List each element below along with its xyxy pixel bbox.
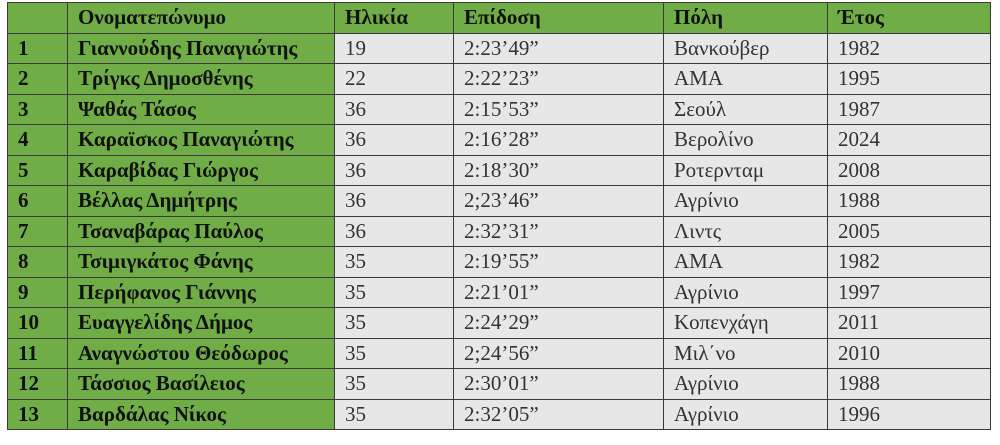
cell-city: Μιλ΄νο (663, 337, 828, 369)
column-header-rank (7, 2, 68, 34)
cell-age: 35 (334, 307, 454, 339)
table-row: 7 Τσαναβάρας Παύλος 36 2:32’31” Λιντς 2005 (7, 215, 991, 247)
cell-year: 1988 (827, 185, 991, 217)
cell-rank: 8 (7, 246, 68, 278)
cell-rank: 1 (7, 32, 68, 64)
cell-time: 2:32’31” (453, 215, 664, 247)
cell-year: 1987 (827, 93, 991, 125)
cell-city: Αγρίνιο (663, 398, 828, 430)
cell-rank: 12 (7, 368, 68, 400)
cell-name: Τσιμιγκάτος Φάνης (67, 246, 335, 278)
cell-year: 1982 (827, 246, 991, 278)
cell-time: 2:15’53” (453, 93, 664, 125)
cell-name: Βέλλας Δημήτρης (67, 185, 335, 217)
table-row: 2 Τρίγκς Δημοσθένης 22 2:22’23” ΑΜΑ 1995 (7, 63, 991, 95)
cell-name: Τσαναβάρας Παύλος (67, 215, 335, 247)
cell-rank: 9 (7, 276, 68, 308)
cell-city: Βανκούβερ (663, 32, 828, 64)
cell-age: 36 (334, 185, 454, 217)
cell-rank: 6 (7, 185, 68, 217)
table-row: 1 Γιαννούδης Παναγιώτης 19 2:23’49” Βανκούβε… (7, 32, 991, 64)
cell-age: 35 (334, 276, 454, 308)
cell-name: Τάσσιος Βασίλειος (67, 368, 335, 400)
cell-name: Γιαννούδης Παναγιώτης (67, 32, 335, 64)
cell-name: Βαρδάλας Νίκος (67, 398, 335, 430)
cell-time: 2;24’56” (453, 337, 664, 369)
cell-time: 2:16’28” (453, 124, 664, 156)
cell-age: 22 (334, 63, 454, 95)
table-row: 13 Βαρδάλας Νίκος 35 2:32’05” Αγρίνιο 1996 (7, 398, 991, 430)
table-row: 8 Τσιμιγκάτος Φάνης 35 2:19’55” ΑΜΑ 1982 (7, 246, 991, 278)
cell-time: 2:30’01” (453, 368, 664, 400)
cell-rank: 4 (7, 124, 68, 156)
cell-name: Καραβίδας Γιώργος (67, 154, 335, 186)
cell-rank: 11 (7, 337, 68, 369)
table-row: 12 Τάσσιος Βασίλειος 35 2:30’01” Αγρίνιο 1988 (7, 368, 991, 400)
cell-time: 2:19’55” (453, 246, 664, 278)
cell-age: 36 (334, 154, 454, 186)
cell-age: 19 (334, 32, 454, 64)
cell-name: Αναγνώστου Θεόδωρος (67, 337, 335, 369)
cell-time: 2:18’30” (453, 154, 664, 186)
cell-city: Λιντς (663, 215, 828, 247)
cell-city: Σεούλ (663, 93, 828, 125)
cell-year: 2011 (827, 307, 991, 339)
cell-city: Κοπενχάγη (663, 307, 828, 339)
cell-city: ΑΜΑ (663, 246, 828, 278)
header-row: Ονοματεπώνυμο Ηλικία Επίδοση Πόλη Έτος (7, 2, 991, 34)
table-row: 5 Καραβίδας Γιώργος 36 2:18’30” Ροτερνταμ 200… (7, 154, 991, 186)
cell-time: 2:21’01” (453, 276, 664, 308)
cell-name: Περήφανος Γιάννης (67, 276, 335, 308)
cell-time: 2;23’46” (453, 185, 664, 217)
cell-year: 2008 (827, 154, 991, 186)
cell-city: Αγρίνιο (663, 185, 828, 217)
cell-name: Ευαγγελίδης Δήμος (67, 307, 335, 339)
results-table: Ονοματεπώνυμο Ηλικία Επίδοση Πόλη Έτος 1 Γιαν… (7, 2, 991, 430)
cell-age: 35 (334, 337, 454, 369)
cell-rank: 7 (7, 215, 68, 247)
cell-rank: 5 (7, 154, 68, 186)
cell-year: 2024 (827, 124, 991, 156)
cell-rank: 13 (7, 398, 68, 430)
cell-year: 1995 (827, 63, 991, 95)
column-header-city: Πόλη (663, 2, 828, 34)
table-row: 9 Περήφανος Γιάννης 35 2:21’01” Αγρίνιο 1997 (7, 276, 991, 308)
cell-age: 36 (334, 215, 454, 247)
cell-name: Ψαθάς Τάσος (67, 93, 335, 125)
cell-rank: 10 (7, 307, 68, 339)
table-row: 6 Βέλλας Δημήτρης 36 2;23’46” Αγρίνιο 1988 (7, 185, 991, 217)
column-header-age: Ηλικία (334, 2, 454, 34)
cell-year: 1988 (827, 368, 991, 400)
cell-city: Αγρίνιο (663, 276, 828, 308)
cell-time: 2:24’29” (453, 307, 664, 339)
cell-name: Καραϊσκος Παναγιώτης (67, 124, 335, 156)
cell-city: Αγρίνιο (663, 368, 828, 400)
cell-name: Τρίγκς Δημοσθένης (67, 63, 335, 95)
cell-rank: 3 (7, 93, 68, 125)
cell-age: 36 (334, 124, 454, 156)
cell-city: ΑΜΑ (663, 63, 828, 95)
table-row: 3 Ψαθάς Τάσος 36 2:15’53” Σεούλ 1987 (7, 93, 991, 125)
table-row: 4 Καραϊσκος Παναγιώτης 36 2:16’28” Βερολίνο 2… (7, 124, 991, 156)
cell-age: 36 (334, 93, 454, 125)
cell-year: 2010 (827, 337, 991, 369)
cell-age: 35 (334, 398, 454, 430)
cell-year: 1997 (827, 276, 991, 308)
column-header-name: Ονοματεπώνυμο (67, 2, 335, 34)
cell-city: Ροτερνταμ (663, 154, 828, 186)
cell-year: 2005 (827, 215, 991, 247)
cell-age: 35 (334, 368, 454, 400)
cell-time: 2:22’23” (453, 63, 664, 95)
cell-year: 1982 (827, 32, 991, 64)
cell-year: 1996 (827, 398, 991, 430)
column-header-time: Επίδοση (453, 2, 664, 34)
cell-city: Βερολίνο (663, 124, 828, 156)
cell-age: 35 (334, 246, 454, 278)
cell-time: 2:32’05” (453, 398, 664, 430)
table-row: 10 Ευαγγελίδης Δήμος 35 2:24’29” Κοπενχάγη 20… (7, 307, 991, 339)
cell-rank: 2 (7, 63, 68, 95)
cell-time: 2:23’49” (453, 32, 664, 64)
table-row: 11 Αναγνώστου Θεόδωρος 35 2;24’56” Μιλ΄νο 201… (7, 337, 991, 369)
column-header-year: Έτος (827, 2, 991, 34)
